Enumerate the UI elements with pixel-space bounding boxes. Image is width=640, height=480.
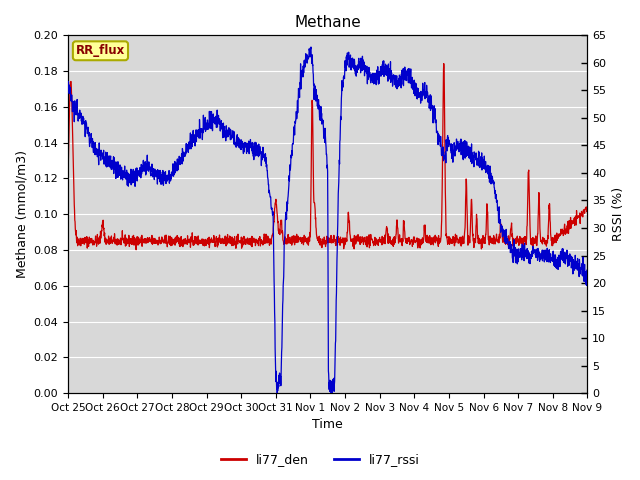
Title: Methane: Methane xyxy=(294,15,361,30)
Legend: li77_den, li77_rssi: li77_den, li77_rssi xyxy=(216,448,424,471)
X-axis label: Time: Time xyxy=(312,419,343,432)
Y-axis label: Methane (mmol/m3): Methane (mmol/m3) xyxy=(15,150,28,278)
Text: RR_flux: RR_flux xyxy=(76,44,125,57)
Y-axis label: RSSI (%): RSSI (%) xyxy=(612,187,625,241)
